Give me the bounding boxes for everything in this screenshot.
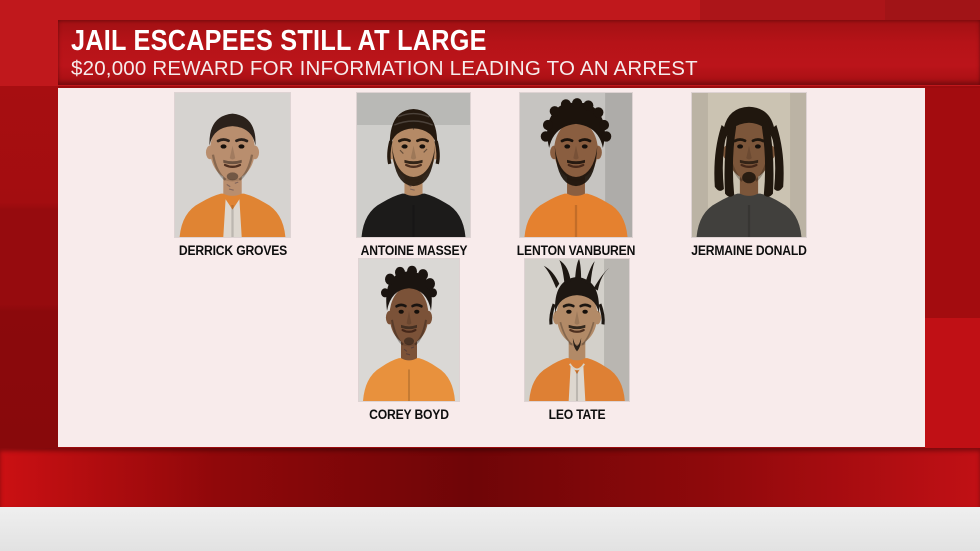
mugshot-name: DERRICK GROVES	[178, 243, 287, 258]
page-subtitle: $20,000 REWARD FOR INFORMATION LEADING T…	[71, 57, 698, 80]
mugshot-name: ANTOINE MASSEY	[360, 243, 467, 258]
mugshot-photo	[359, 259, 459, 401]
mugshot-photo	[525, 259, 629, 401]
backdrop-left-column	[0, 86, 58, 450]
mugshot-photo	[692, 93, 806, 237]
mugshot-name: JERMAINE DONALD	[691, 243, 807, 258]
page-title: JAIL ESCAPEES STILL AT LARGE	[71, 25, 487, 57]
mugshot-panel: DERRICK GROVES ANTOINE MASSEY LENTON VAN…	[58, 88, 925, 447]
backdrop-right-column-bottom	[925, 318, 980, 448]
mugshot-photo	[520, 93, 632, 237]
mugshot-photo	[357, 93, 470, 237]
backdrop-shade-block	[885, 0, 980, 21]
mugshot-name: LENTON VANBUREN	[516, 243, 636, 258]
mugshot-name: LEO TATE	[548, 407, 606, 422]
backdrop-bottom-red-band	[0, 448, 980, 507]
backdrop-right-column-top	[925, 88, 980, 318]
header-banner: JAIL ESCAPEES STILL AT LARGE $20,000 REW…	[58, 20, 980, 85]
mugshot-name: COREY BOYD	[369, 407, 449, 422]
mugshot-photo	[175, 93, 290, 237]
bottom-gray-strip	[0, 507, 980, 551]
backdrop-shade-block	[700, 0, 885, 21]
